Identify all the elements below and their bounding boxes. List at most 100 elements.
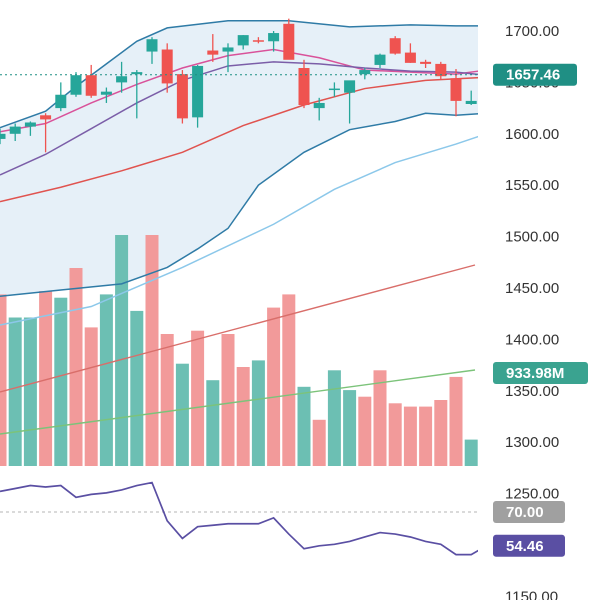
volume-bar [54, 297, 68, 466]
badge-layer: 1657.46 933.98M 70.00 54.46 [493, 63, 588, 557]
volume-bar [0, 294, 7, 466]
candle [313, 97, 325, 121]
volume-bar [145, 235, 159, 466]
volume-badge-text: 933.98M [506, 365, 564, 382]
candle-body [313, 102, 325, 109]
candle-body [9, 126, 21, 134]
candle [298, 59, 310, 109]
ma-pink-line [0, 48, 487, 133]
rsi-line [0, 481, 487, 556]
candle [268, 31, 280, 52]
volume-bar [312, 419, 326, 466]
candle [450, 69, 462, 117]
volume-bar [236, 367, 250, 466]
y-tick-label: 1550.00 [505, 177, 559, 194]
volume-layer [0, 235, 493, 466]
candle [420, 59, 432, 69]
volume-bar [434, 400, 448, 466]
y-tick-label: 1450.00 [505, 280, 559, 297]
candle [359, 68, 371, 80]
candle [0, 128, 6, 145]
y-tick-label: 1600.00 [505, 126, 559, 143]
volume-ma-long [0, 264, 476, 393]
volume-bar [358, 396, 372, 466]
rsi-level-badge-bg [493, 501, 565, 523]
candle [85, 64, 97, 98]
volume-bar [69, 268, 83, 466]
volume-bar [327, 370, 341, 466]
candle [24, 121, 36, 136]
candle [161, 43, 173, 93]
candle-layer [0, 18, 492, 153]
candle [404, 43, 416, 63]
volume-bar [373, 370, 387, 466]
volume-bar [297, 386, 311, 466]
candle [465, 90, 477, 106]
candle-body [24, 122, 36, 127]
y-tick-label: 1300.00 [505, 434, 559, 451]
volume-bar [343, 390, 357, 466]
candle [222, 43, 234, 73]
candle-body [404, 52, 416, 63]
volume-bar [221, 334, 235, 466]
candle-body [389, 38, 401, 54]
volume-bar [251, 360, 265, 466]
candle [70, 72, 82, 97]
candle [252, 37, 264, 44]
volume-bar [206, 380, 220, 466]
volume-bar [160, 334, 174, 466]
y-tick-label: 1400.00 [505, 331, 559, 348]
volume-bar [449, 376, 463, 466]
volume-bar [8, 317, 22, 466]
candle-body [146, 39, 158, 52]
candle-body [359, 70, 371, 75]
rsi-level-badge-text: 70.00 [506, 504, 544, 521]
price-axis: 1700.001650.001600.001550.001500.001450.… [478, 0, 600, 600]
last-price-badge-text: 1657.46 [506, 67, 560, 84]
y-tick-label: 1700.00 [505, 23, 559, 40]
candle [192, 64, 204, 128]
ma-lightblue-line [0, 133, 487, 326]
volume-bar [84, 327, 98, 466]
volume-bar [403, 406, 417, 466]
candle-body [298, 68, 310, 106]
candle-body [420, 61, 432, 64]
candle [207, 34, 219, 62]
candle-body [40, 115, 52, 120]
candle-body [237, 35, 249, 46]
candle-body [70, 75, 82, 95]
rsi-value-badge-text: 54.46 [506, 538, 544, 555]
volume-ma-short [0, 369, 476, 435]
candle [55, 82, 67, 112]
y-tick-label: 1350.00 [505, 383, 559, 400]
candle-body [116, 76, 128, 83]
candle [176, 70, 188, 124]
candle-body [207, 50, 219, 55]
ma-red-line [0, 76, 487, 203]
y-tick-label: 1250.00 [505, 486, 559, 503]
candle-body [100, 91, 112, 95]
candle [435, 61, 447, 80]
candle [237, 35, 249, 50]
volume-bar [388, 403, 402, 466]
volume-bar [99, 294, 113, 466]
candle-body [85, 75, 97, 96]
candle [374, 53, 386, 69]
candle [100, 87, 112, 103]
y-tick-label: 1500.00 [505, 229, 559, 246]
volume-badge: 933.98M [493, 362, 588, 384]
candle-body [465, 100, 477, 104]
volume-bar [419, 406, 433, 466]
candle [9, 123, 21, 141]
volume-badge-bg [493, 362, 588, 384]
volume-bar [115, 235, 129, 466]
candle-body [192, 65, 204, 118]
candle-body [328, 88, 340, 91]
bollinger-lower-line [0, 112, 487, 297]
rsi-value-badge: 54.46 [493, 534, 565, 557]
candle [146, 37, 158, 64]
volume-bar [267, 307, 281, 466]
volume-bar [282, 294, 296, 466]
candle [131, 70, 143, 119]
